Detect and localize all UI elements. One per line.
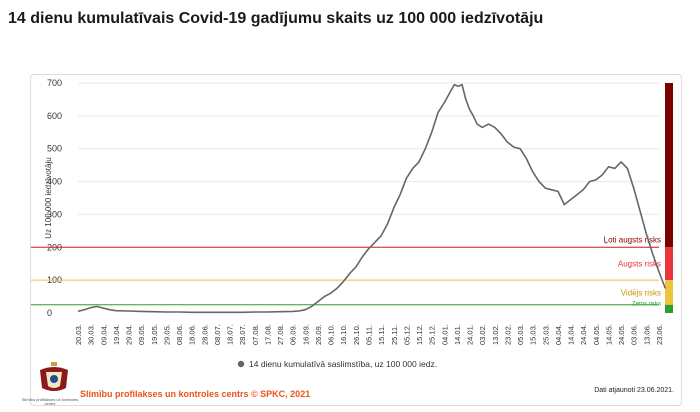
x-tick-label: 23.06. bbox=[655, 324, 664, 345]
x-tick-label: 05.11. bbox=[365, 325, 374, 345]
chart-card: 0 100 200 300 400 500 600 700 Ļoti augsts risks A… bbox=[30, 74, 682, 406]
y-tick-label: 0 bbox=[47, 308, 52, 318]
x-tick-label: 23.02. bbox=[503, 324, 512, 345]
x-tick-label: 04.04. bbox=[554, 324, 563, 345]
footer-organization: Slimību profilakses un kontroles centrs … bbox=[80, 389, 311, 399]
x-tick-label: 25.12. bbox=[428, 324, 437, 345]
x-tick-label: 08.06. bbox=[175, 324, 184, 345]
risk-bar-segment bbox=[665, 280, 673, 305]
x-tick-label: 18.07. bbox=[226, 324, 235, 345]
y-tick-label: 300 bbox=[47, 209, 62, 219]
x-tick-label: 03.06. bbox=[630, 324, 639, 345]
x-tick-label: 09.05. bbox=[137, 324, 146, 345]
x-tick-label: 15.03. bbox=[529, 324, 538, 345]
x-tick-label: 26.10. bbox=[352, 324, 361, 345]
x-tick-label: 19.05. bbox=[150, 324, 159, 345]
x-tick-label: 15.11. bbox=[377, 325, 386, 345]
y-tick-label: 500 bbox=[47, 144, 62, 154]
x-tick-label: 24.01. bbox=[466, 324, 475, 345]
x-tick-label: 04.01. bbox=[440, 324, 449, 345]
risk-bar-segment bbox=[665, 83, 673, 248]
x-tick-label: 08.07. bbox=[213, 324, 222, 345]
series-line bbox=[77, 83, 667, 314]
x-tick-label: 05.03. bbox=[516, 324, 525, 345]
x-tick-label: 25.11. bbox=[390, 325, 399, 345]
x-tick-label: 28.07. bbox=[238, 324, 247, 345]
risk-label: Zems risks bbox=[632, 302, 661, 308]
x-tick-label: 26.09. bbox=[314, 324, 323, 345]
legend-label: 14 dienu kumulatīvā saslimstība, uz 100 … bbox=[249, 359, 437, 369]
x-tick-label: 29.04. bbox=[125, 324, 134, 345]
footer-updated: Dati atjaunoti 23.06.2021. bbox=[594, 387, 674, 394]
x-tick-label: 03.02. bbox=[478, 324, 487, 345]
risk-label: Augsts risks bbox=[618, 260, 661, 269]
x-tick-label: 24.05. bbox=[617, 324, 626, 345]
x-tick-label: 06.09. bbox=[289, 324, 298, 345]
page-title: 14 dienu kumulatīvais Covid-19 gadījumu … bbox=[8, 10, 544, 27]
spkc-logo-icon bbox=[40, 362, 68, 391]
x-tick-label: 04.05. bbox=[592, 324, 601, 345]
x-tick-label: 16.10. bbox=[339, 324, 348, 345]
x-tick-label: 28.06. bbox=[200, 324, 209, 345]
x-tick-label: 16.09. bbox=[301, 324, 310, 345]
legend-marker bbox=[237, 360, 245, 368]
risk-label: Vidējs risks bbox=[621, 289, 661, 298]
x-tick-label: 20.03. bbox=[74, 324, 83, 345]
x-tick-label: 06.10. bbox=[327, 324, 336, 345]
y-tick-label: 700 bbox=[47, 78, 62, 88]
x-tick-label: 09.04. bbox=[99, 324, 108, 345]
x-tick-label: 17.08. bbox=[263, 324, 272, 345]
risk-bar-segment bbox=[665, 304, 673, 313]
x-tick-label: 13.02. bbox=[491, 324, 500, 345]
risk-label: Ļoti augsts risks bbox=[604, 235, 661, 244]
x-tick-label: 05.12. bbox=[402, 324, 411, 345]
x-tick-label: 14.04. bbox=[567, 324, 576, 345]
y-tick-label: 600 bbox=[47, 111, 62, 121]
x-tick-label: 07.08. bbox=[251, 324, 260, 345]
x-tick-label: 29.05. bbox=[162, 324, 171, 345]
x-tick-label: 19.04. bbox=[112, 324, 121, 345]
x-tick-label: 25.03. bbox=[541, 324, 550, 345]
x-tick-label: 15.12. bbox=[415, 324, 424, 345]
x-tick-label: 13.06. bbox=[642, 324, 651, 345]
logo-caption: Slimību profilakses un kontroles centrs bbox=[21, 397, 79, 406]
y-tick-label: 400 bbox=[47, 177, 62, 187]
x-tick-label: 14.05. bbox=[604, 324, 613, 345]
x-tick-label: 18.06. bbox=[188, 324, 197, 345]
x-tick-label: 30.03. bbox=[87, 324, 96, 345]
x-tick-label: 27.08. bbox=[276, 324, 285, 345]
y-axis-title: Uz 100 000 iedzīvotāju bbox=[44, 157, 53, 238]
x-tick-label: 24.04. bbox=[579, 324, 588, 345]
risk-bar-segment bbox=[665, 247, 673, 281]
x-tick-label: 14.01. bbox=[453, 324, 462, 345]
